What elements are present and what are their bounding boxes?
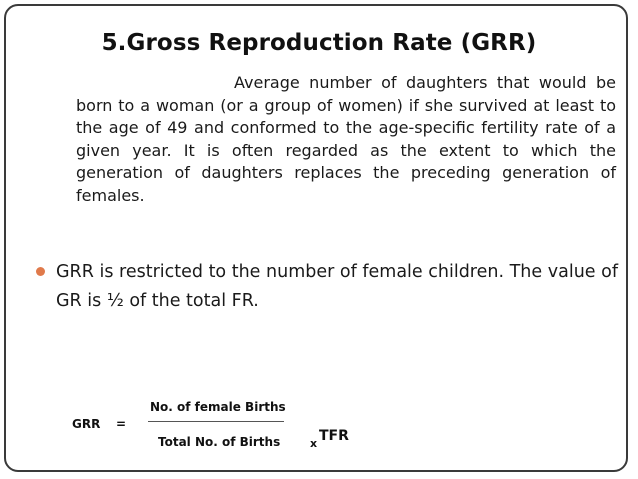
formula-multiplier: TFR — [319, 428, 349, 444]
bullet-dot-icon — [36, 267, 45, 276]
definition-lead: Average number of daughters that would — [234, 73, 587, 92]
definition-body: be born to a woman (or a group of women)… — [76, 73, 616, 205]
formula-numerator: No. of female Births — [150, 400, 286, 414]
definition-paragraph: Average number of daughters that would b… — [76, 72, 616, 207]
fraction-line — [148, 421, 284, 422]
bullet-text: GRR is restricted to the number of femal… — [56, 262, 618, 311]
slide-title: 5.Gross Reproduction Rate (GRR) — [101, 30, 537, 56]
slide-frame — [4, 4, 628, 472]
formula-times: x — [310, 437, 318, 450]
formula-lhs: GRR — [72, 417, 101, 431]
formula-denominator: Total No. of Births — [158, 435, 281, 449]
formula-equals: = — [116, 417, 127, 431]
